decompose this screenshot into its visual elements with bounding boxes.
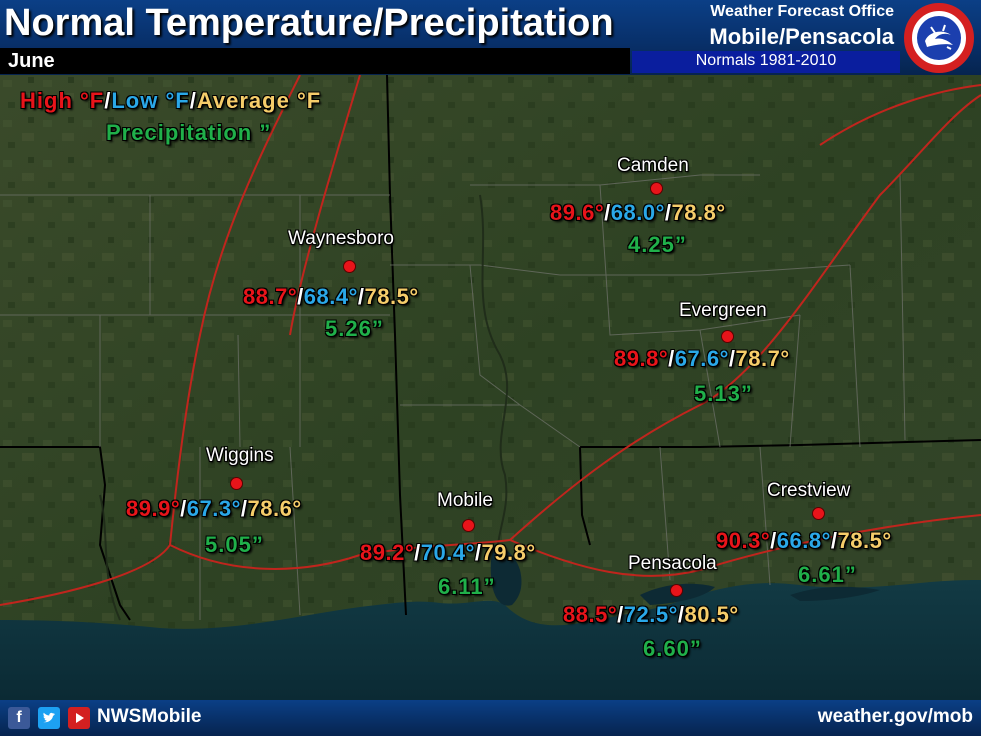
station-temps-mobile: 89.2°/70.4°/79.8° — [360, 540, 536, 565]
station-name-mobile: Mobile — [437, 490, 493, 511]
choctawhatchee-bay — [790, 586, 880, 601]
legend-temperature: High °F/Low °F/Average °F — [20, 88, 321, 114]
station-name-camden: Camden — [617, 155, 689, 176]
camden-average: 78.8° — [671, 200, 726, 225]
interstates — [0, 75, 981, 606]
facebook-icon[interactable]: f — [8, 707, 30, 729]
twitter-icon[interactable] — [38, 707, 60, 729]
camden-high: 89.6° — [550, 200, 605, 225]
station-precip-pensacola: 6.60” — [643, 636, 702, 661]
station-precip-waynesboro: 5.26” — [325, 316, 384, 341]
normals-band — [632, 51, 900, 73]
waynesboro-low: 68.4° — [303, 284, 358, 309]
social-handle[interactable]: NWSMobile — [97, 706, 202, 727]
station-name-wiggins: Wiggins — [206, 445, 274, 466]
station-dot-crestview — [812, 507, 825, 520]
rivers — [99, 194, 509, 621]
pensacola-average: 80.5° — [684, 602, 739, 627]
station-temps-pensacola: 88.5°/72.5°/80.5° — [563, 602, 739, 627]
legend-average: Average °F — [196, 88, 322, 113]
station-dot-wiggins — [230, 477, 243, 490]
mobile-high: 89.2° — [360, 540, 415, 565]
legend-low: Low °F — [111, 88, 190, 113]
crestview-high: 90.3° — [716, 528, 771, 553]
station-temps-camden: 89.6°/68.0°/78.8° — [550, 200, 726, 225]
crestview-low: 66.8° — [776, 528, 831, 553]
station-dot-camden — [650, 182, 663, 195]
station-dot-waynesboro — [343, 260, 356, 273]
normals-period: Normals 1981-2010 — [695, 52, 837, 69]
wiggins-high: 89.9° — [126, 496, 181, 521]
gulf-of-mexico — [0, 580, 981, 700]
crestview-average: 78.5° — [837, 528, 892, 553]
mobile-low: 70.4° — [420, 540, 475, 565]
legend-precipitation: Precipitation ” — [106, 120, 271, 146]
station-temps-wiggins: 89.9°/67.3°/78.6° — [126, 496, 302, 521]
station-precip-wiggins: 5.05” — [205, 532, 264, 557]
station-dot-pensacola — [670, 584, 683, 597]
legend-slash: / — [104, 88, 112, 113]
satellite-map — [0, 75, 981, 700]
month-band — [0, 48, 630, 74]
station-temps-evergreen: 89.8°/67.6°/78.7° — [614, 346, 790, 371]
camden-low: 68.0° — [610, 200, 665, 225]
waynesboro-high: 88.7° — [243, 284, 298, 309]
legend-high: High °F — [20, 88, 105, 113]
station-name-waynesboro: Waynesboro — [288, 228, 394, 249]
station-precip-crestview: 6.61” — [798, 562, 857, 587]
station-temps-crestview: 90.3°/66.8°/78.5° — [716, 528, 892, 553]
legend-slash: / — [189, 88, 197, 113]
office-name-line1: Weather Forecast Office — [710, 3, 894, 20]
station-precip-mobile: 6.11” — [438, 574, 496, 599]
station-name-crestview: Crestview — [767, 480, 851, 501]
legend-precip-label: Precipitation ” — [106, 120, 272, 145]
office-name-line2: Mobile/Pensacola — [709, 24, 894, 49]
map-title: Normal Temperature/Precipitation — [4, 2, 614, 44]
waynesboro-average: 78.5° — [364, 284, 419, 309]
station-dot-mobile — [462, 519, 475, 532]
station-dot-evergreen — [721, 330, 734, 343]
website-link[interactable]: weather.gov/mob — [817, 706, 973, 727]
mobile-average: 79.8° — [481, 540, 536, 565]
nws-logo-icon — [904, 3, 974, 73]
mobile-bay — [490, 545, 522, 606]
pensacola-low: 72.5° — [623, 602, 678, 627]
evergreen-high: 89.8° — [614, 346, 669, 371]
station-temps-waynesboro: 88.7°/68.4°/78.5° — [243, 284, 419, 309]
evergreen-average: 78.7° — [735, 346, 790, 371]
evergreen-low: 67.6° — [674, 346, 729, 371]
youtube-icon[interactable] — [68, 707, 90, 729]
station-precip-camden: 4.25” — [628, 232, 687, 257]
station-name-pensacola: Pensacola — [628, 553, 717, 574]
pensacola-high: 88.5° — [563, 602, 618, 627]
footer-bar — [0, 700, 981, 736]
wiggins-low: 67.3° — [186, 496, 241, 521]
station-name-evergreen: Evergreen — [679, 300, 767, 321]
station-precip-evergreen: 5.13” — [694, 381, 753, 406]
wiggins-average: 78.6° — [247, 496, 302, 521]
month-label: June — [8, 50, 55, 72]
